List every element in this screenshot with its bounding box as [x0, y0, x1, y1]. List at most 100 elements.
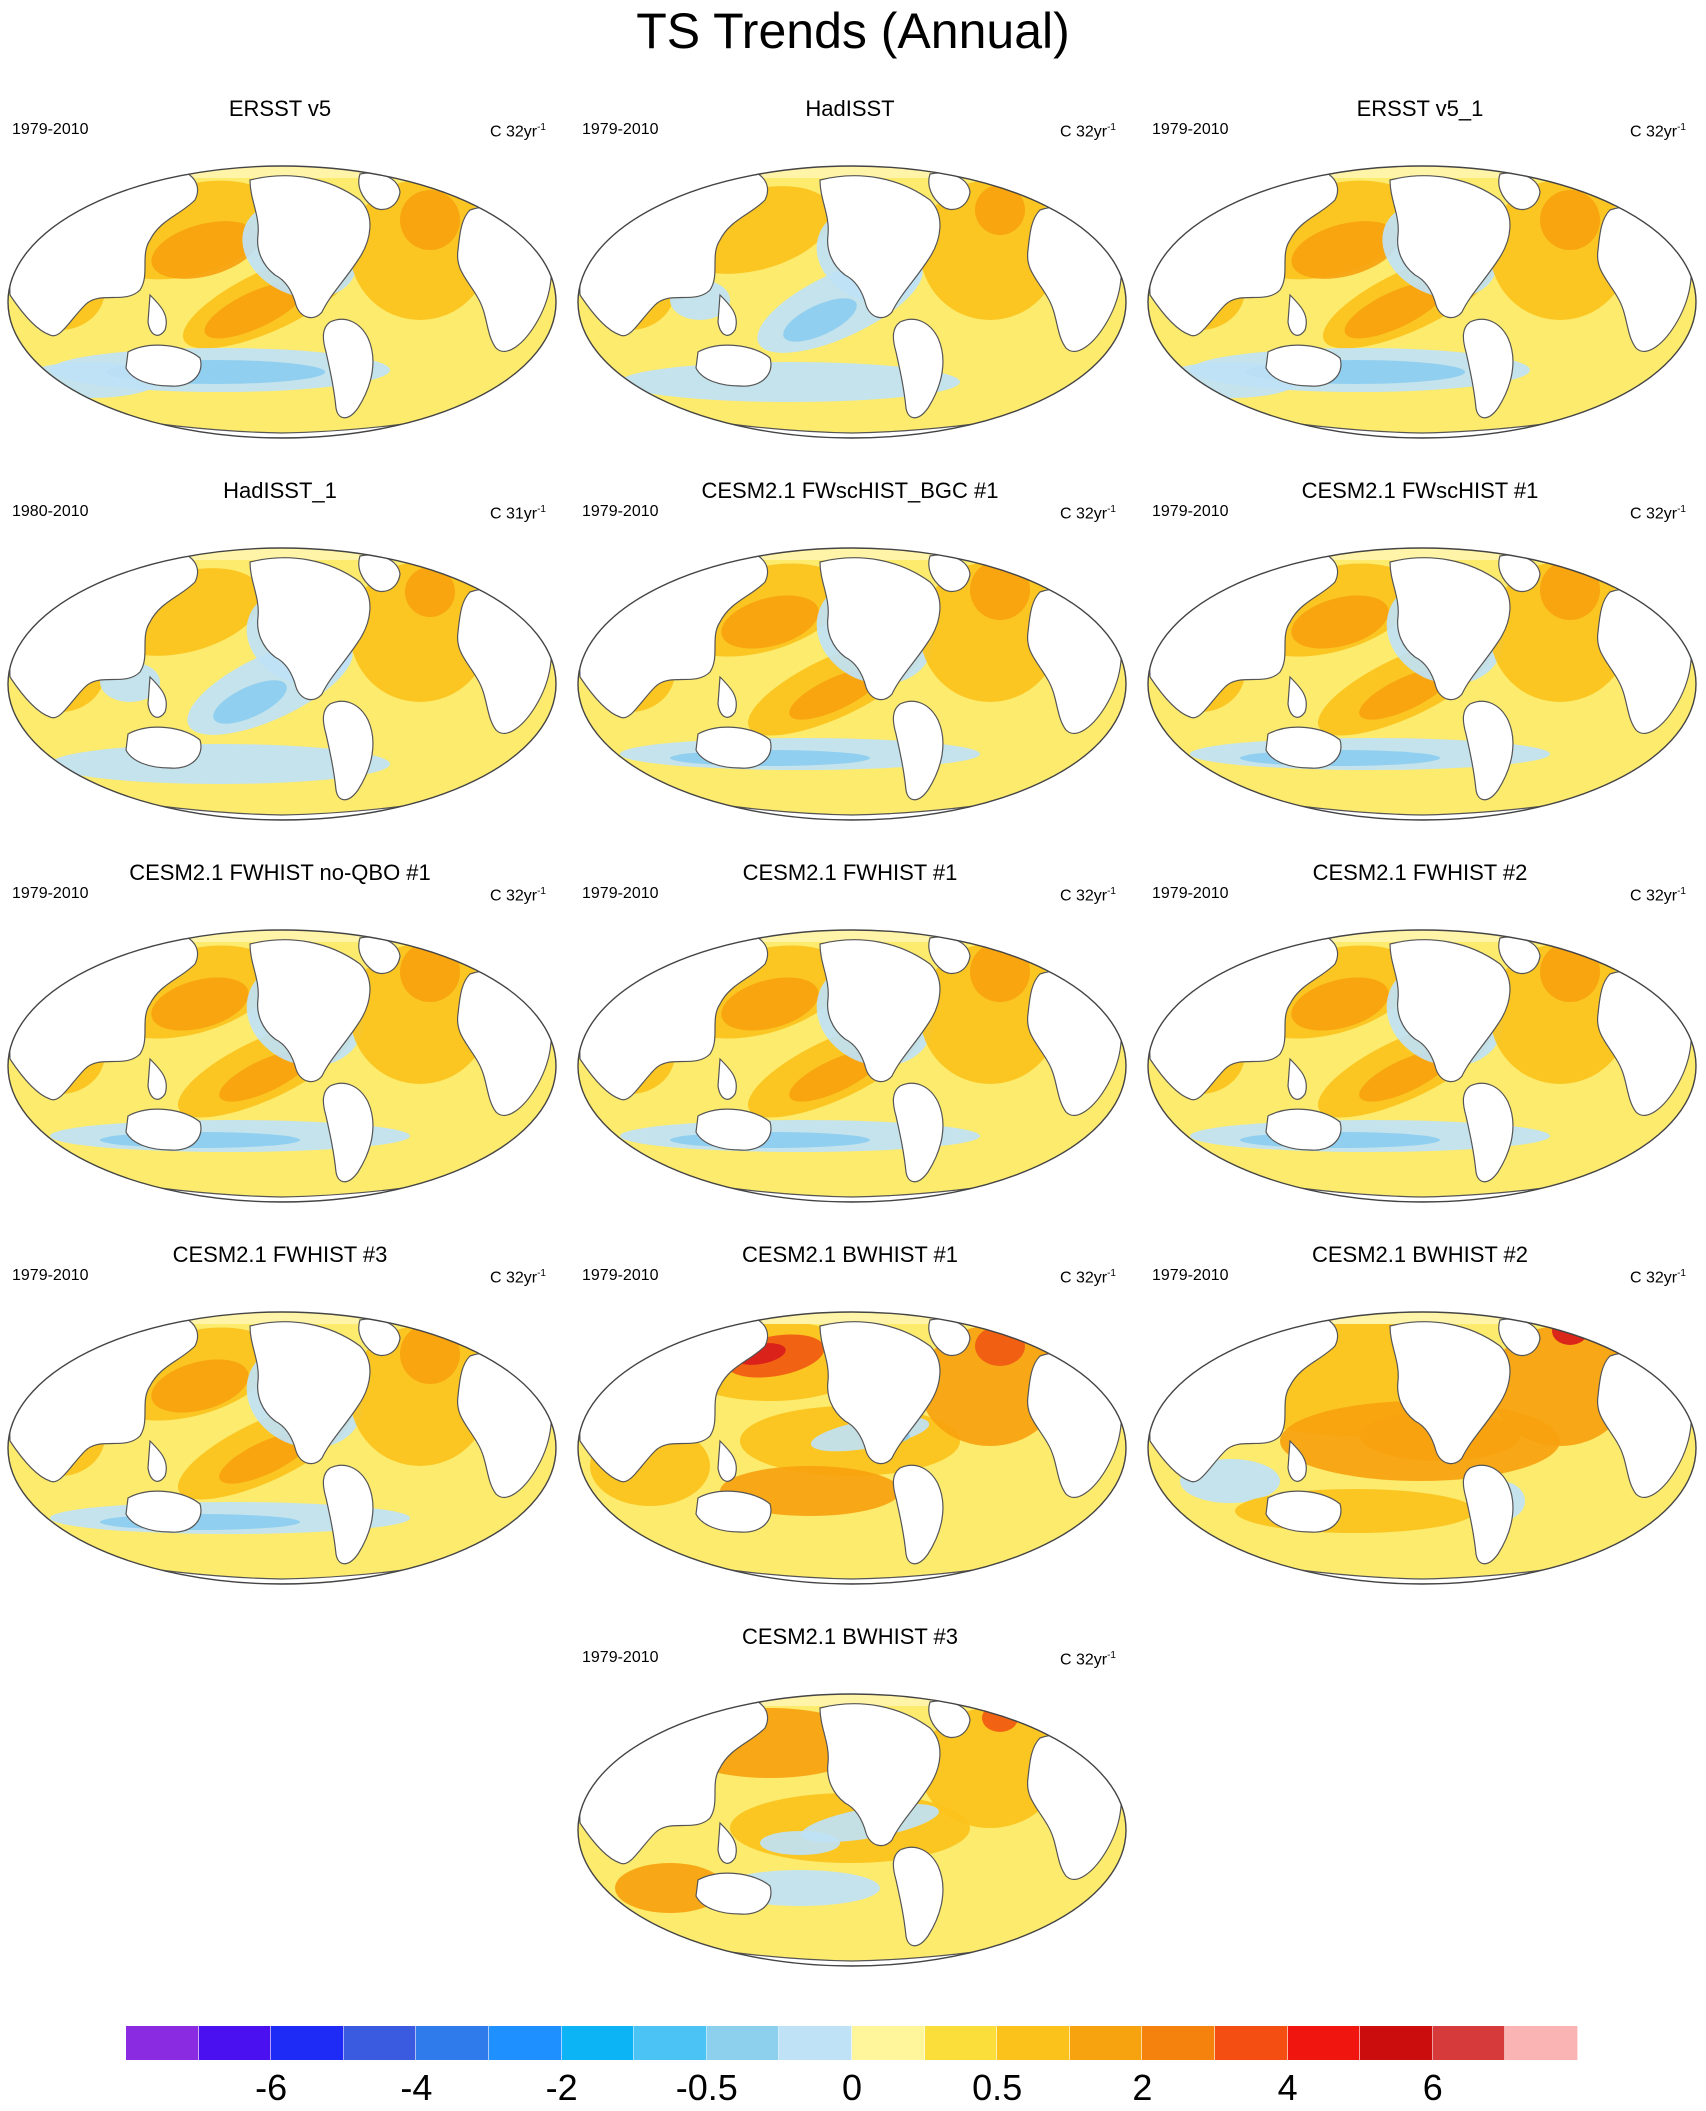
panel-units-text: C 32yr [489, 1269, 538, 1287]
panel-units-exponent: -1 [1677, 1268, 1686, 1279]
land-mass [1462, 700, 1514, 801]
trend-region [760, 1831, 840, 1855]
panel-period: 1979-2010 [582, 1267, 659, 1284]
panel-title: CESM2.1 BWHIST #1 [742, 1242, 958, 1267]
land-mass [717, 1821, 737, 1864]
panel-units-exponent: -1 [537, 1268, 546, 1279]
colorbar-tick-label: 6 [1422, 2067, 1443, 2108]
colorbar-swatch [634, 2026, 707, 2060]
trend-region [982, 1704, 1018, 1732]
land-mass [125, 1108, 202, 1151]
map-panel: HadISST 1979-2010 C 32yr-1 [570, 90, 1130, 439]
land-mass [1265, 726, 1342, 769]
map-panel: CESM2.1 BWHIST #3 1979-2010 C 32yr-1 [570, 1618, 1130, 1967]
panel-units-text: C 32yr [1059, 123, 1108, 141]
land-mass [717, 293, 737, 336]
trend-region [1344, 281, 1446, 339]
trend-region [721, 977, 819, 1031]
trend-region [1359, 668, 1451, 720]
colorbar-swatch [851, 2026, 925, 2060]
trend-region [350, 562, 490, 702]
map-border [1147, 165, 1697, 439]
map-border [577, 929, 1127, 1203]
trend-region [920, 1708, 1060, 1828]
panel-units-exponent: -1 [537, 886, 546, 897]
trend-region [783, 298, 857, 342]
trend-region [789, 1050, 881, 1102]
panel-period: 1979-2010 [582, 121, 659, 138]
panel-units: C 32yr-1 [1630, 882, 1686, 906]
panel-units-text: C 31yr [489, 505, 538, 523]
land-mass [892, 1464, 944, 1565]
land-mass [1265, 344, 1342, 387]
map-border [7, 1311, 557, 1585]
panel-title: CESM2.1 FWHIST #3 [172, 1242, 388, 1267]
map-border [7, 165, 557, 439]
trend-region [920, 1326, 1060, 1446]
trend-region [615, 1863, 725, 1913]
land-mass [1265, 1490, 1342, 1533]
panel-units: C 32yr-1 [1060, 882, 1116, 906]
colorbar-tick-label: 4 [1277, 2067, 1298, 2108]
land-mass [1389, 175, 1511, 319]
land-mass [249, 557, 371, 701]
land-mass [892, 318, 944, 419]
map-panel-plot [577, 1693, 1127, 1967]
trend-region [151, 977, 249, 1031]
colorbar-swatch [343, 2026, 417, 2060]
panel-title: CESM2.1 BWHIST #2 [1312, 1242, 1528, 1267]
panel-units-text: C 32yr [1629, 123, 1678, 141]
colorbar-labels: -6 -4 -2 -0.5 0 0.5 2 4 6 [0, 2068, 1706, 2108]
panel-units-exponent: -1 [537, 122, 546, 133]
panel-title: ERSST v5_1 [1356, 96, 1484, 121]
map-panel-plot [1147, 547, 1697, 821]
panel-units: C 32yr-1 [490, 882, 546, 906]
panel-title: CESM2.1 FWscHIST_BGC #1 [701, 478, 999, 503]
land-mass [819, 557, 941, 701]
colorbar-swatch [1505, 2026, 1578, 2060]
panel-units-text: C 32yr [489, 123, 538, 141]
land-mass [1287, 1057, 1307, 1100]
panel-title: CESM2.1 FWHIST no-QBO #1 [129, 860, 431, 885]
panel-period: 1979-2010 [1152, 503, 1229, 520]
panel-units-text: C 32yr [1059, 505, 1108, 523]
map-panel-plot [7, 547, 557, 821]
land-mass [147, 1439, 167, 1482]
panel-period: 1979-2010 [12, 1267, 89, 1284]
trend-region [1490, 1326, 1630, 1446]
panel-title: CESM2.1 FWHIST #1 [742, 860, 958, 885]
panel-period: 1979-2010 [12, 885, 89, 902]
panel-units-exponent: -1 [1677, 504, 1686, 515]
colorbar-tick-label: -0.5 [675, 2067, 738, 2108]
land-mass [1389, 1321, 1511, 1465]
panel-units-text: C 32yr [1629, 887, 1678, 905]
panel-units-exponent: -1 [1107, 122, 1116, 133]
panel-units: C 31yr-1 [490, 500, 546, 524]
colorbar-swatch [271, 2026, 344, 2060]
map-border [577, 1693, 1127, 1967]
land-mass [819, 175, 941, 319]
land-mass [717, 1439, 737, 1482]
colorbar-swatch [779, 2026, 852, 2060]
panel-period: 1979-2010 [1152, 1267, 1229, 1284]
panel-units: C 32yr-1 [1060, 500, 1116, 524]
panel-period: 1979-2010 [12, 121, 89, 138]
trend-region [920, 180, 1060, 320]
map-panel-plot [1147, 165, 1697, 439]
panel-units-exponent: -1 [1107, 1650, 1116, 1661]
trend-region [219, 1050, 311, 1102]
map-panel-plot [577, 547, 1127, 821]
map-panel: CESM2.1 FWscHIST_BGC #1 1979-2010 C 32yr-1 [570, 472, 1130, 821]
map-panel-plot [1147, 929, 1697, 1203]
trend-region [219, 1432, 311, 1484]
map-panel-plot [1147, 1311, 1697, 1585]
panel-period: 1979-2010 [1152, 885, 1229, 902]
panel-units-exponent: -1 [1107, 504, 1116, 515]
map-panel: ERSST v5 1979-2010 C 32yr-1 [0, 90, 560, 439]
colorbar-swatch [1214, 2026, 1288, 2060]
land-mass [147, 1057, 167, 1100]
panel-period: 1979-2010 [582, 885, 659, 902]
panel-units: C 32yr-1 [1060, 1264, 1116, 1288]
panel-title: CESM2.1 FWscHIST #1 [1301, 478, 1539, 503]
figure-title: TS Trends (Annual) [636, 3, 1070, 59]
